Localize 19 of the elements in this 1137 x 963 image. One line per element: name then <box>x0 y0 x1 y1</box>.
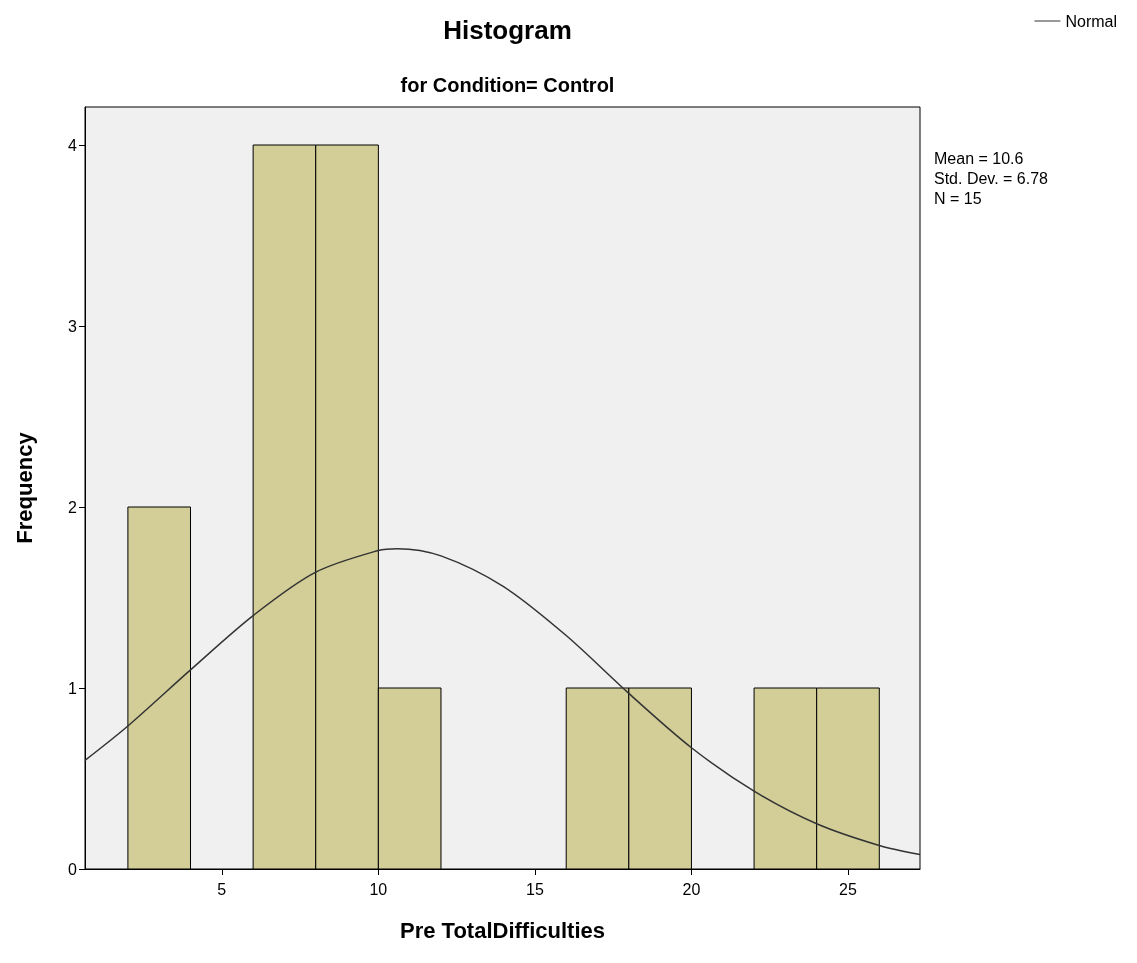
x-tick-label: 15 <box>526 880 544 898</box>
y-tick-label: 2 <box>68 498 78 516</box>
x-tick-label: 10 <box>369 880 388 898</box>
legend-label: Normal <box>1065 12 1117 30</box>
chart-subtitle: for Condition= Control <box>400 74 615 96</box>
text: Mean = 10.6 <box>934 149 1024 167</box>
x-tick-label: 20 <box>682 880 701 898</box>
y-axis-title: Frequency <box>11 431 37 544</box>
y-tick-label: 0 <box>68 860 78 878</box>
y-tick-label: 1 <box>68 679 78 697</box>
y-tick-label: 3 <box>68 317 78 335</box>
text: N = 15 <box>934 189 982 207</box>
y-tick-label: 4 <box>68 136 78 154</box>
x-axis-title: Pre TotalDifficulties <box>400 917 605 943</box>
line-series <box>84 547 921 856</box>
chart-title: Histogram <box>443 15 572 45</box>
x-tick-label: 25 <box>839 880 857 898</box>
x-tick-label: 5 <box>217 880 227 898</box>
text: Std. Dev. = 6.78 <box>934 169 1049 187</box>
